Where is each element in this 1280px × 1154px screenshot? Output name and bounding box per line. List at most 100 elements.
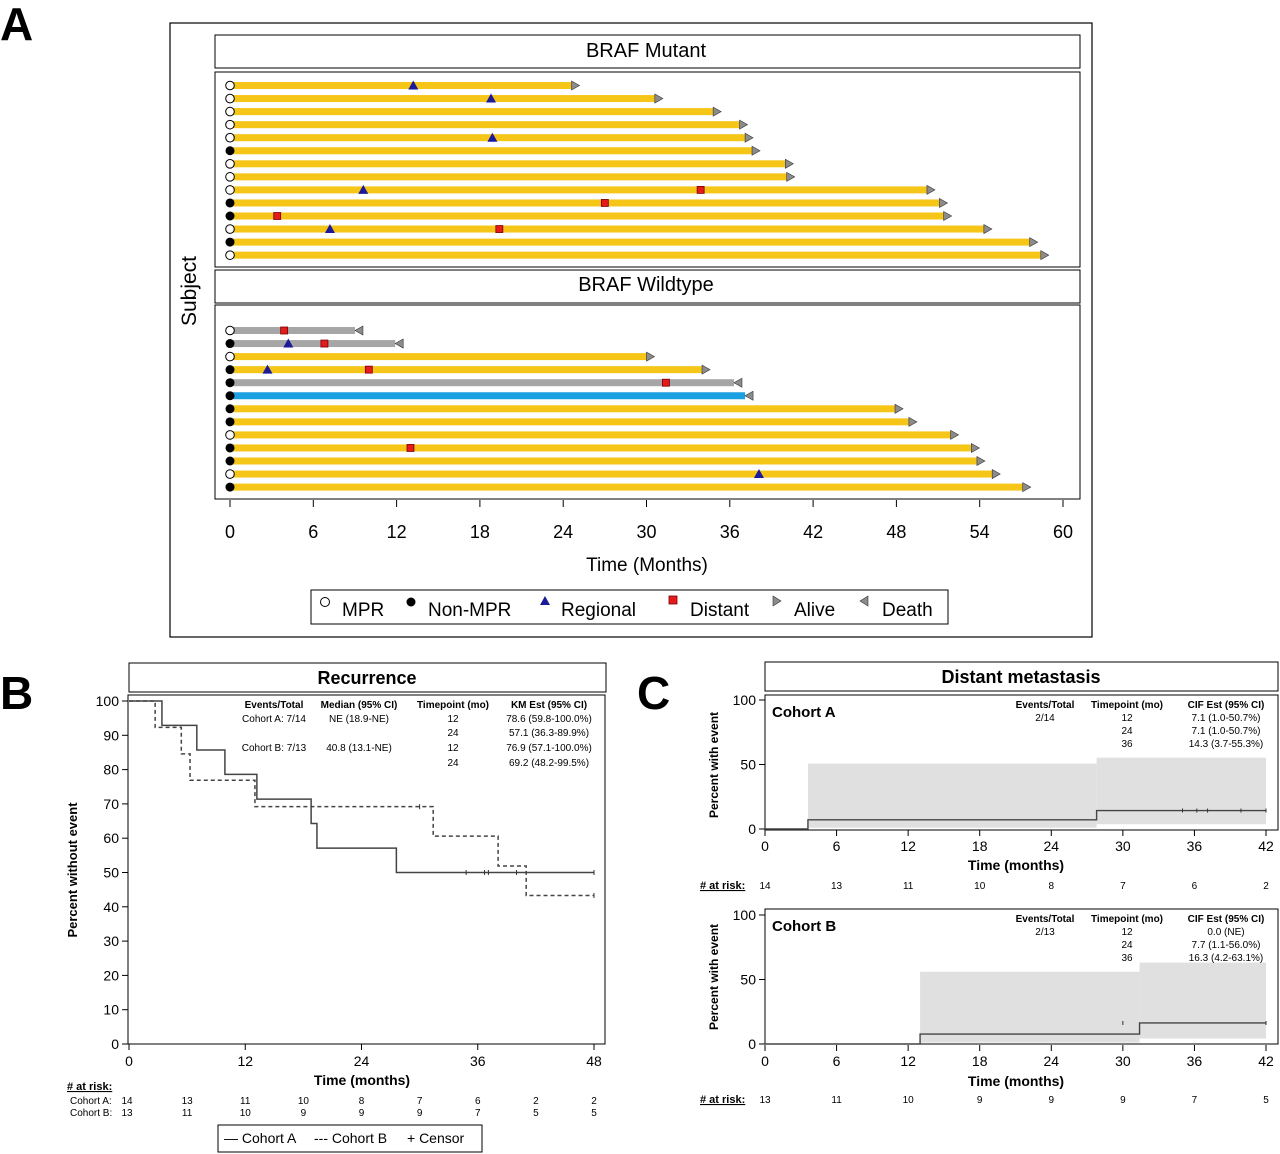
x-tick-label: 30 xyxy=(1115,1053,1131,1069)
table-cell: 14.3 (3.7-55.3%) xyxy=(1189,739,1264,750)
at-risk-value: 6 xyxy=(1192,881,1198,892)
y-tick-label: 100 xyxy=(733,692,757,708)
x-tick-label: 18 xyxy=(972,1053,988,1069)
x-tick-label: 36 xyxy=(470,1053,486,1069)
table-cell: 24 xyxy=(447,728,459,739)
alive-marker xyxy=(991,469,1001,480)
x-tick-label: 48 xyxy=(886,522,906,542)
alive-marker xyxy=(571,80,581,91)
non-mpr-marker xyxy=(225,365,235,375)
alive-marker xyxy=(786,171,796,182)
swimmer-legend: MPR Non-MPR Regional Distant Alive Death xyxy=(310,589,949,625)
non-mpr-marker xyxy=(225,391,235,401)
cif-cohort-a: Cohort A 0 50 100 0 6 12 18 24 30 36 42 Events/Total… xyxy=(700,692,1274,892)
at-risk-row-name: Cohort A: xyxy=(70,1096,112,1107)
plot-frame-wildtype xyxy=(214,304,1081,500)
distant-marker xyxy=(662,378,670,387)
table-cell: 2/14 xyxy=(1035,713,1055,724)
table-cell: 0.0 (NE) xyxy=(1207,927,1244,938)
at-risk-value: 5 xyxy=(1263,1095,1269,1106)
x-tick-label: 30 xyxy=(636,522,656,542)
alive-marker xyxy=(712,106,722,117)
x-tick-label: 24 xyxy=(553,522,573,542)
alive-marker xyxy=(1029,237,1039,248)
legend-cohort-b: --- Cohort B xyxy=(314,1130,387,1146)
death-marker xyxy=(733,377,743,388)
at-risk-value: 9 xyxy=(417,1108,423,1119)
table-cell: 76.9 (57.1-100.0%) xyxy=(506,743,592,754)
y-tick-label: 30 xyxy=(103,933,119,949)
x-tick-label: 48 xyxy=(586,1053,602,1069)
at-risk-value: 9 xyxy=(1120,1095,1126,1106)
x-tick-label: 42 xyxy=(1258,838,1274,854)
subject-bar xyxy=(230,366,703,374)
subject-bar xyxy=(230,212,944,220)
x-tick-label: 36 xyxy=(1187,1053,1203,1069)
mpr-marker xyxy=(225,250,235,260)
x-tick-label: 0 xyxy=(761,838,769,854)
y-tick-label: 20 xyxy=(103,967,119,983)
x-tick-label: 54 xyxy=(970,522,990,542)
distant-marker xyxy=(406,444,415,452)
non-mpr-marker xyxy=(225,456,235,466)
non-mpr-marker xyxy=(225,198,235,208)
table-cell: 36 xyxy=(1121,953,1133,964)
mpr-marker xyxy=(225,119,235,130)
regional-marker xyxy=(283,338,294,348)
mpr-marker xyxy=(225,430,235,440)
alive-marker xyxy=(1022,482,1032,493)
cif-cohort-b: Cohort B 0 50 100 0 6 12 18 24 30 36 42 Events/Total… xyxy=(700,907,1274,1106)
cif-title: Distant metastasis xyxy=(941,667,1100,687)
alive-marker xyxy=(950,429,960,440)
at-risk-value: 10 xyxy=(240,1108,252,1119)
panel-letter-c: C xyxy=(637,667,670,719)
legend-regional: Regional xyxy=(561,600,636,621)
recurrence-chart: Recurrence Percent without event Time (m… xyxy=(65,662,607,1153)
at-risk-value: 2 xyxy=(533,1096,539,1107)
plot-frame-mutant xyxy=(214,71,1081,268)
cif-title-box xyxy=(764,661,1279,692)
table-header: Events/Total xyxy=(1016,700,1075,711)
confidence-band xyxy=(807,763,1097,828)
subject-bar xyxy=(230,121,740,129)
recurrence-title: Recurrence xyxy=(317,668,416,688)
cohort-b-curve xyxy=(129,700,594,897)
regional-marker xyxy=(324,224,335,234)
recurrence-title-box xyxy=(128,662,607,693)
swimmer-y-label: Subject xyxy=(178,256,201,326)
table-cell: Cohort A: 7/14 xyxy=(242,714,306,725)
mpr-marker xyxy=(225,469,235,479)
subject-bar xyxy=(230,457,977,465)
cif-curve xyxy=(765,809,1266,830)
non-mpr-marker xyxy=(225,417,235,427)
at-risk-value: 2 xyxy=(1263,881,1269,892)
table-header: Timepoint (mo) xyxy=(1091,914,1163,925)
x-tick-label: 42 xyxy=(1258,1053,1274,1069)
subject-bar xyxy=(230,431,951,439)
non-mpr-marker xyxy=(225,339,235,349)
confidence-band xyxy=(920,971,1140,1043)
cif-a-y-label: Percent with event xyxy=(707,712,721,818)
table-cell: 2/13 xyxy=(1035,927,1055,938)
confidence-band xyxy=(1096,757,1266,825)
at-risk-value: 7 xyxy=(475,1108,481,1119)
x-tick-label: 60 xyxy=(1053,522,1073,542)
alive-marker xyxy=(744,132,754,143)
x-tick-label: 12 xyxy=(387,522,407,542)
non-mpr-marker xyxy=(225,211,235,221)
at-risk-value: 11 xyxy=(903,881,914,892)
y-tick-label: 100 xyxy=(733,907,757,923)
table-cell: Cohort B: 7/13 xyxy=(242,743,307,754)
alive-marker xyxy=(739,119,749,130)
table-cell: 69.2 (48.2-99.5%) xyxy=(509,758,589,769)
at-risk-value: 13 xyxy=(759,1095,771,1106)
distant-marker xyxy=(600,199,609,207)
non-mpr-legend-icon xyxy=(406,597,416,607)
distant-legend-icon xyxy=(668,595,678,605)
mpr-marker xyxy=(225,80,235,91)
regional-legend-icon xyxy=(540,596,550,605)
at-risk-value: 2 xyxy=(591,1096,597,1107)
subject-bar xyxy=(230,199,940,207)
alive-marker xyxy=(939,197,949,208)
table-cell: 16.3 (4.2-63.1%) xyxy=(1189,953,1264,964)
